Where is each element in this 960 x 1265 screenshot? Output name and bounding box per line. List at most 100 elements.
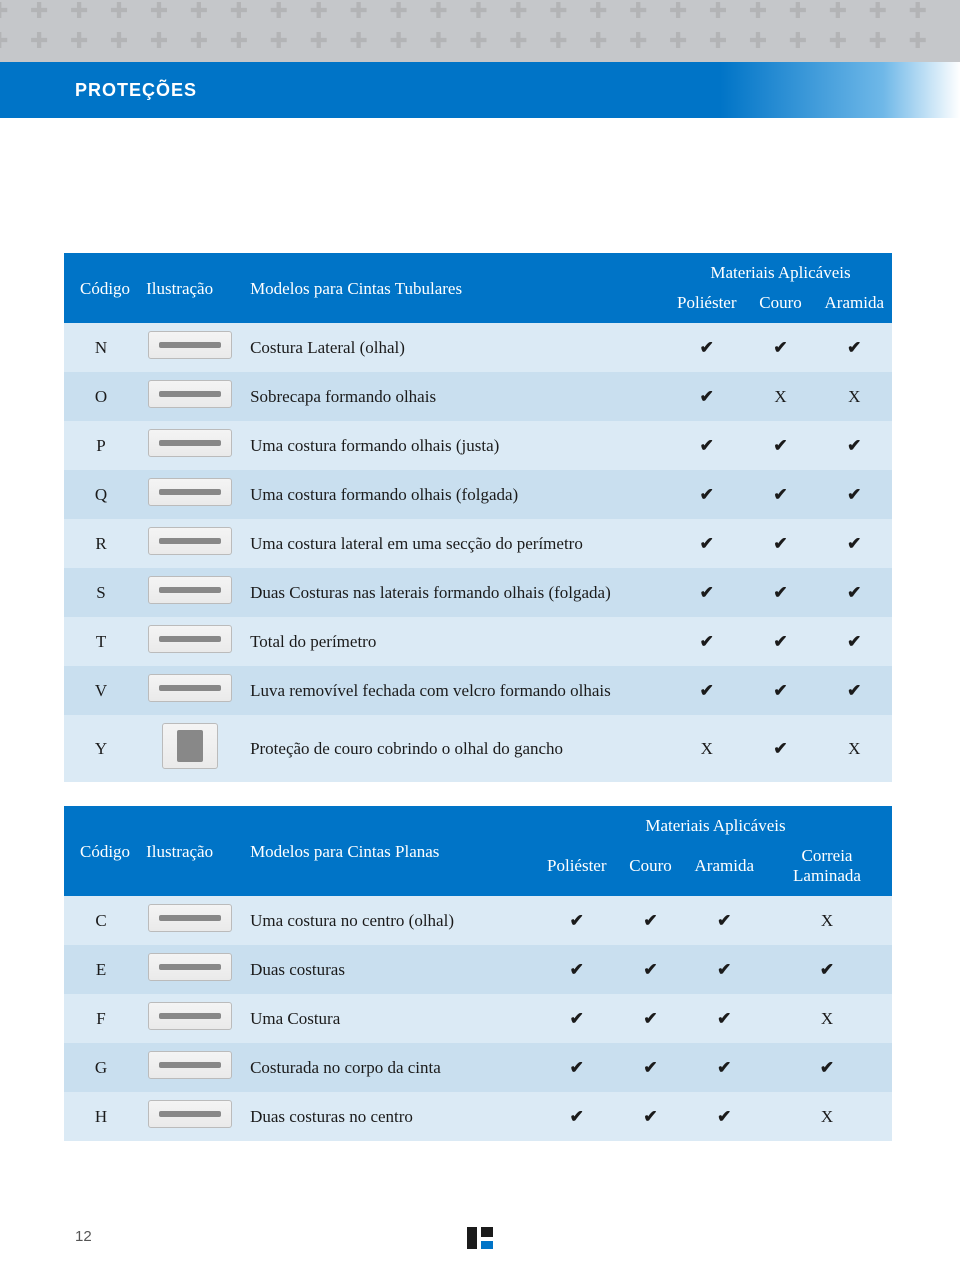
th-material-col: Correia Laminada — [762, 844, 892, 896]
cell-illustration — [138, 994, 242, 1043]
cell-description: Total do perímetro — [242, 617, 669, 666]
cell-mark: X — [817, 715, 892, 782]
th-material-col: Poliéster — [539, 844, 615, 896]
cell-code: C — [64, 896, 138, 945]
cell-mark: ✔ — [539, 1043, 615, 1092]
cell-mark: ✔ — [745, 715, 817, 782]
cell-mark: ✔ — [687, 1092, 762, 1141]
th-ilustracao: Ilustração — [138, 806, 242, 896]
table-tubulares: Código Ilustração Modelos para Cintas Tu… — [64, 253, 892, 782]
cell-description: Duas costuras — [242, 945, 539, 994]
cell-mark: ✔ — [762, 1043, 892, 1092]
cell-mark: ✔ — [669, 470, 745, 519]
footer-logo-icon — [467, 1227, 493, 1249]
table-planas: Código Ilustração Modelos para Cintas Pl… — [64, 806, 892, 1141]
cell-mark: ✔ — [745, 323, 817, 372]
cell-code: Y — [64, 715, 138, 782]
cell-description: Uma costura formando olhais (justa) — [242, 421, 669, 470]
cell-code: H — [64, 1092, 138, 1141]
cell-mark: ✔ — [615, 994, 687, 1043]
cell-code: S — [64, 568, 138, 617]
cell-mark: X — [762, 994, 892, 1043]
cell-mark: ✔ — [539, 994, 615, 1043]
th-material-col: Couro — [745, 291, 817, 323]
page-title: PROTEÇÕES — [75, 80, 197, 101]
th-materiais: Materiais Aplicáveis — [539, 806, 892, 844]
cell-illustration — [138, 372, 242, 421]
cell-mark: ✔ — [817, 519, 892, 568]
cell-illustration — [138, 323, 242, 372]
cell-mark: ✔ — [539, 896, 615, 945]
illustration-thumbnail-icon — [148, 527, 232, 555]
cell-mark: X — [762, 1092, 892, 1141]
illustration-thumbnail-icon — [148, 429, 232, 457]
th-material-col: Aramida — [817, 291, 892, 323]
cell-illustration — [138, 568, 242, 617]
illustration-thumbnail-icon — [148, 380, 232, 408]
illustration-thumbnail-icon — [148, 1051, 232, 1079]
cell-code: O — [64, 372, 138, 421]
cell-mark: ✔ — [745, 568, 817, 617]
cell-illustration — [138, 421, 242, 470]
cell-mark: ✔ — [615, 896, 687, 945]
th-material-col: Aramida — [687, 844, 762, 896]
content-area: Código Ilustração Modelos para Cintas Tu… — [0, 118, 960, 1141]
cell-mark: ✔ — [817, 470, 892, 519]
th-codigo: Código — [64, 806, 138, 896]
cell-illustration — [138, 1043, 242, 1092]
th-modelos: Modelos para Cintas Tubulares — [242, 253, 669, 323]
table-row: PUma costura formando olhais (justa)✔✔✔ — [64, 421, 892, 470]
cell-description: Duas costuras no centro — [242, 1092, 539, 1141]
cell-mark: ✔ — [669, 568, 745, 617]
cell-mark: X — [762, 896, 892, 945]
table-row: R Uma costura lateral em uma secção do pe… — [64, 519, 892, 568]
cell-mark: X — [817, 372, 892, 421]
illustration-thumbnail-icon — [148, 576, 232, 604]
th-material-col: Couro — [615, 844, 687, 896]
cell-mark: ✔ — [669, 323, 745, 372]
cell-description: Uma costura lateral em uma secção do per… — [242, 519, 669, 568]
cell-mark: ✔ — [687, 896, 762, 945]
cell-mark: X — [745, 372, 817, 421]
th-ilustracao: Ilustração — [138, 253, 242, 323]
page-number: 12 — [75, 1228, 92, 1245]
illustration-thumbnail-icon — [148, 1002, 232, 1030]
cell-mark: ✔ — [687, 945, 762, 994]
table-row: YProteção de couro cobrindo o olhal do g… — [64, 715, 892, 782]
illustration-thumbnail-icon — [148, 674, 232, 702]
cell-mark: ✔ — [762, 945, 892, 994]
cell-code: F — [64, 994, 138, 1043]
cell-mark: ✔ — [539, 945, 615, 994]
cell-illustration — [138, 519, 242, 568]
cell-code: G — [64, 1043, 138, 1092]
table-row: VLuva removível fechada com velcro forma… — [64, 666, 892, 715]
cell-mark: ✔ — [669, 372, 745, 421]
cell-mark: ✔ — [745, 421, 817, 470]
cell-illustration — [138, 617, 242, 666]
cell-description: Duas Costuras nas laterais formando olha… — [242, 568, 669, 617]
illustration-thumbnail-icon — [148, 953, 232, 981]
cell-description: Uma Costura — [242, 994, 539, 1043]
cell-mark: ✔ — [817, 323, 892, 372]
cell-mark: ✔ — [615, 945, 687, 994]
cell-mark: ✔ — [669, 617, 745, 666]
cell-mark: ✔ — [687, 994, 762, 1043]
illustration-thumbnail-icon — [148, 478, 232, 506]
th-materiais: Materiais Aplicáveis — [669, 253, 892, 291]
cell-mark: ✔ — [615, 1092, 687, 1141]
cell-mark: ✔ — [745, 519, 817, 568]
title-bar: PROTEÇÕES — [0, 62, 960, 118]
table-row: EDuas costuras✔✔✔✔ — [64, 945, 892, 994]
table-row: S Duas Costuras nas laterais formando olh… — [64, 568, 892, 617]
table-row: GCosturada no corpo da cinta✔✔✔✔ — [64, 1043, 892, 1092]
cell-description: Costurada no corpo da cinta — [242, 1043, 539, 1092]
cell-mark: ✔ — [615, 1043, 687, 1092]
th-codigo: Código — [64, 253, 138, 323]
cell-description: Uma costura formando olhais (folgada) — [242, 470, 669, 519]
table-row: CUma costura no centro (olhal)✔✔✔X — [64, 896, 892, 945]
cell-code: P — [64, 421, 138, 470]
illustration-thumbnail-icon — [148, 331, 232, 359]
cell-code: R — [64, 519, 138, 568]
cell-mark: ✔ — [745, 666, 817, 715]
cell-code: E — [64, 945, 138, 994]
